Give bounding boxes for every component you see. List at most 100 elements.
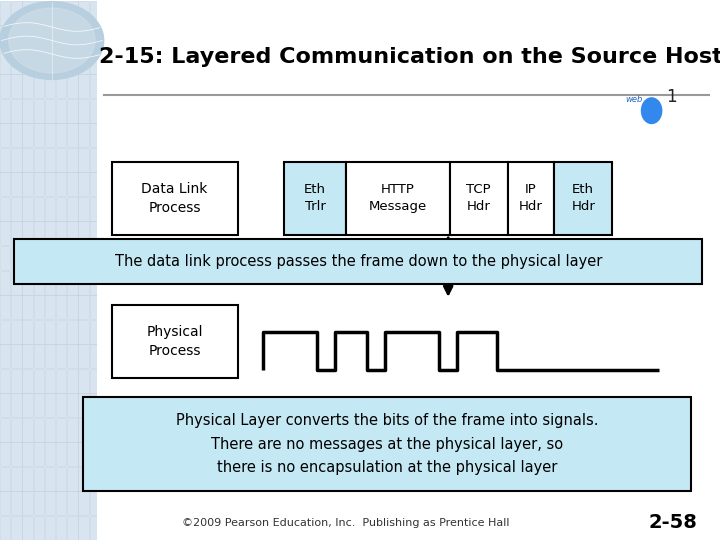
Bar (89, 197, 100, 221)
Bar (0, 467, 11, 491)
Bar (34, 246, 44, 270)
Bar (284, 162, 346, 235)
Bar (89, 516, 100, 540)
Bar (22, 516, 33, 540)
Bar (34, 467, 44, 491)
Bar (12, 25, 22, 49)
Ellipse shape (641, 97, 662, 124)
Bar (67, 246, 78, 270)
Bar (56, 246, 66, 270)
Text: 1: 1 (667, 88, 677, 106)
Bar (97, 0, 720, 540)
Text: Data Link
Process: Data Link Process (141, 181, 208, 215)
Bar (22, 344, 33, 368)
Bar (67, 467, 78, 491)
Bar (22, 467, 33, 491)
Bar (12, 491, 22, 516)
Bar (0, 25, 11, 49)
Bar (0, 246, 11, 270)
Bar (12, 50, 22, 73)
Bar (34, 99, 44, 123)
Bar (89, 123, 100, 147)
Bar (78, 148, 89, 172)
Bar (89, 369, 100, 393)
Bar (0, 123, 11, 147)
Bar (34, 393, 44, 417)
Bar (45, 1, 55, 24)
Bar (0, 271, 11, 294)
Bar (83, 397, 691, 491)
Bar (45, 467, 55, 491)
Bar (12, 295, 22, 319)
Bar (89, 50, 100, 73)
Bar (89, 25, 100, 49)
Bar (56, 271, 66, 294)
Bar (67, 25, 78, 49)
Bar (0, 172, 11, 197)
Bar (34, 123, 44, 147)
Bar (112, 162, 238, 235)
Bar (0, 50, 11, 73)
Bar (78, 221, 89, 246)
Bar (56, 516, 66, 540)
Bar (22, 246, 33, 270)
Bar (34, 1, 44, 24)
Bar (34, 221, 44, 246)
Bar (67, 320, 78, 343)
Text: Eth
Hdr: Eth Hdr (571, 184, 595, 213)
Bar (67, 197, 78, 221)
Bar (0, 320, 11, 343)
Bar (89, 99, 100, 123)
Bar (22, 50, 33, 73)
Bar (78, 25, 89, 49)
Text: Eth
Trlr: Eth Trlr (304, 184, 326, 213)
Bar (0, 344, 11, 368)
Bar (56, 393, 66, 417)
Bar (78, 197, 89, 221)
Bar (67, 418, 78, 442)
Bar (89, 491, 100, 516)
Bar (45, 99, 55, 123)
Bar (22, 491, 33, 516)
Bar (0, 295, 11, 319)
Bar (56, 320, 66, 343)
Bar (78, 246, 89, 270)
Bar (554, 162, 612, 235)
Bar (34, 442, 44, 467)
Bar (12, 271, 22, 294)
Bar (22, 25, 33, 49)
Bar (0, 393, 11, 417)
Bar (67, 148, 78, 172)
Bar (45, 221, 55, 246)
Bar (56, 172, 66, 197)
Bar (45, 418, 55, 442)
Bar (45, 442, 55, 467)
Bar (12, 221, 22, 246)
Bar (78, 295, 89, 319)
Bar (45, 491, 55, 516)
Text: The data link process passes the frame down to the physical layer: The data link process passes the frame d… (114, 254, 602, 269)
Bar (67, 74, 78, 98)
Bar (22, 123, 33, 147)
Bar (56, 123, 66, 147)
Text: TCP
Hdr: TCP Hdr (467, 184, 491, 213)
Bar (78, 320, 89, 343)
Bar (56, 467, 66, 491)
Bar (45, 271, 55, 294)
Bar (12, 123, 22, 147)
Bar (12, 393, 22, 417)
Bar (22, 295, 33, 319)
Bar (89, 148, 100, 172)
Bar (56, 221, 66, 246)
Bar (45, 246, 55, 270)
Bar (22, 393, 33, 417)
Bar (78, 442, 89, 467)
Bar (12, 197, 22, 221)
Bar (78, 271, 89, 294)
Bar (56, 369, 66, 393)
Bar (12, 344, 22, 368)
Bar (0, 491, 11, 516)
Bar (34, 320, 44, 343)
Bar (56, 99, 66, 123)
Bar (34, 50, 44, 73)
